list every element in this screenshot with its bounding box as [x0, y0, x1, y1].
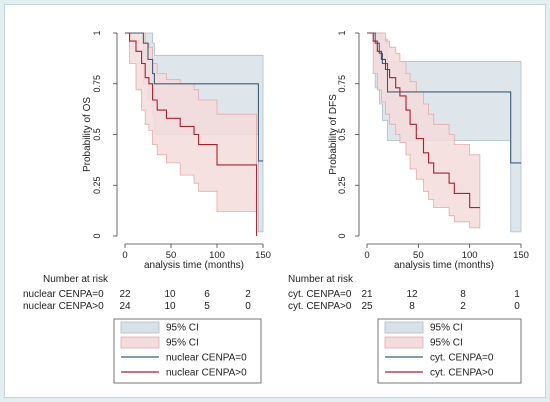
survival-line-1 [125, 32, 263, 162]
risk-value: 8 [409, 301, 415, 312]
y-tick-label: 1 [92, 30, 102, 35]
x-tick-label: 50 [166, 250, 177, 261]
risk-value: 25 [361, 301, 373, 312]
y-axis-label: Probability of DFS [328, 94, 339, 175]
legend-ci-swatch [120, 336, 160, 349]
legend-label: 95% CI [430, 338, 463, 349]
x-tick-label: 100 [209, 250, 225, 261]
legend-label: cyt. CENPA=0 [430, 353, 494, 364]
y-tick-label: 0.5 [92, 128, 102, 141]
y-tick-label: 0.75 [337, 75, 347, 93]
x-axis-label: analysis time (months) [144, 260, 244, 271]
x-axis-label: analysis time (months) [394, 260, 494, 271]
risk-value: 22 [119, 289, 131, 300]
legend-label: nuclear CENPA>0 [166, 368, 247, 379]
risk-value: 5 [204, 301, 210, 312]
risk-value: 2 [460, 301, 466, 312]
risk-value: 6 [204, 289, 210, 300]
y-tick-label: 0.5 [337, 128, 347, 141]
legend-label: 95% CI [430, 323, 463, 334]
x-tick-label: 50 [413, 250, 424, 261]
legend: 95% CI 95% CI cyt. CENPA=0 cyt. CENPA>0 [377, 318, 522, 384]
ci-band-2 [125, 32, 258, 213]
risk-value: 21 [361, 289, 373, 300]
legend-ci-swatch [384, 336, 424, 349]
y-tick-label: 0 [337, 233, 347, 238]
risk-value: 12 [406, 289, 418, 300]
survival-line-2 [367, 32, 480, 209]
x-tick-label: 0 [122, 250, 127, 261]
x-tick-label: 150 [513, 250, 529, 261]
risk-row-label: cyt. CENPA=0 [288, 289, 352, 300]
y-tick-label: 0.25 [92, 176, 102, 194]
risk-row-label: nuclear CENPA>0 [23, 301, 104, 312]
risk-value: 0 [245, 301, 251, 312]
risk-value: 8 [460, 289, 466, 300]
risk-table-title: Number at risk [288, 274, 354, 285]
risk-value: 2 [245, 289, 251, 300]
risk-value: 1 [514, 289, 520, 300]
risk-value: 10 [164, 289, 176, 300]
x-tick-label: 100 [462, 250, 478, 261]
y-tick-label: 0 [92, 233, 102, 238]
risk-table-title: Number at risk [43, 274, 109, 285]
y-tick-label: 0.75 [92, 75, 102, 93]
legend-label: cyt. CENPA>0 [430, 368, 494, 379]
survival-line-2 [125, 32, 258, 236]
legend-label: 95% CI [166, 338, 199, 349]
y-axis-label: Probability of OS [82, 97, 93, 172]
legend-label: nuclear CENPA=0 [166, 353, 247, 364]
legend-label: 95% CI [166, 323, 199, 334]
risk-row-label: cyt. CENPA>0 [288, 301, 352, 312]
legend-ci-swatch [120, 321, 160, 334]
risk-value: 24 [119, 301, 131, 312]
legend: 95% CI 95% CI nuclear CENPA=0 nuclear CENPA… [113, 318, 262, 384]
x-tick-label: 150 [255, 250, 271, 261]
x-tick-label: 0 [364, 250, 369, 261]
y-tick-label: 1 [337, 30, 347, 35]
figure-frame: 0 0.25 0.5 0.75 1 0 50 100 150 analysis time (mon… [4, 4, 546, 398]
risk-value: 0 [514, 301, 520, 312]
legend-ci-swatch [384, 321, 424, 334]
risk-row-label: nuclear CENPA=0 [23, 289, 104, 300]
y-tick-label: 0.25 [337, 176, 347, 194]
risk-value: 10 [164, 301, 176, 312]
